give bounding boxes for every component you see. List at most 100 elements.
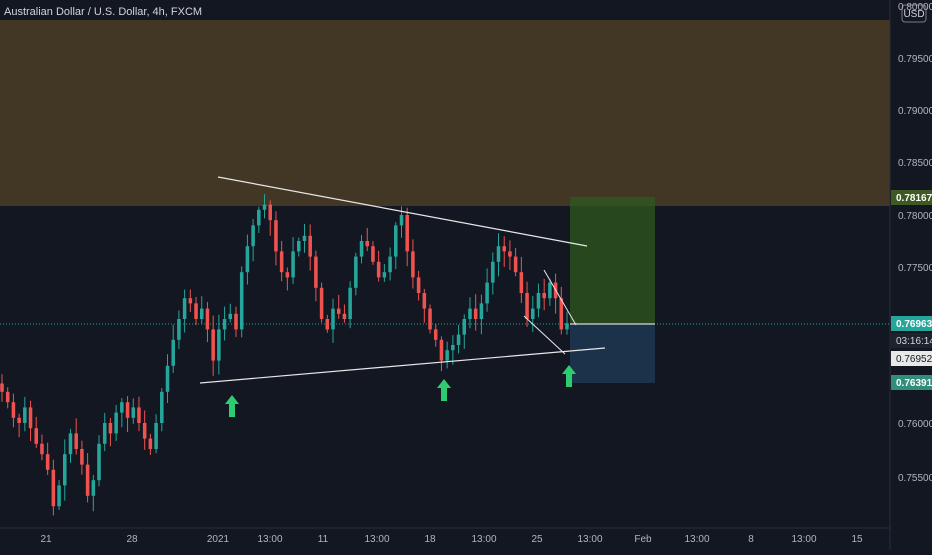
candle-down (502, 246, 506, 252)
candle-up (68, 433, 73, 455)
candle-down (473, 308, 478, 319)
candle-down (234, 313, 238, 330)
price-tick-label: 0.78000 (898, 211, 932, 222)
candle-down (559, 298, 564, 330)
candle-up (239, 272, 244, 330)
candle-down (5, 391, 10, 403)
candle-up (114, 412, 118, 434)
svg-text:USD: USD (903, 9, 924, 20)
price-axis[interactable]: 0.80000 0.79500 0.79000 0.78500 0.78000 … (898, 2, 932, 484)
candle-up (165, 365, 170, 392)
price-tick-label: 0.77500 (898, 263, 932, 274)
candle-down (45, 454, 50, 470)
candle-down (125, 402, 130, 418)
currency-badge[interactable]: USD (901, 4, 927, 23)
candle-up (348, 287, 352, 319)
candle-down (336, 308, 341, 314)
candle-up (296, 241, 301, 252)
candle-up (228, 313, 233, 319)
candle-down (416, 277, 421, 293)
candle-down (205, 308, 210, 330)
candle-down (314, 256, 318, 288)
candles-group (0, 194, 569, 516)
candle-down (85, 464, 90, 496)
svg-text:03:16:14: 03:16:14 (896, 336, 932, 347)
candle-down (148, 438, 153, 449)
candle-down (371, 246, 375, 262)
svg-text:0.76952: 0.76952 (896, 354, 932, 365)
candle-up (97, 443, 101, 481)
time-tick-label: 13:00 (471, 534, 496, 545)
candle-down (194, 303, 198, 319)
candle-up (388, 256, 392, 273)
candle-down (513, 256, 518, 273)
candle-up (120, 402, 124, 413)
candle-up (199, 308, 204, 319)
candle-up (485, 282, 489, 304)
candle-up (479, 303, 484, 319)
up-arrow-icon[interactable] (437, 379, 451, 401)
candle-down (422, 293, 427, 309)
candle-up (63, 454, 67, 486)
candle-up (530, 308, 535, 319)
time-axis[interactable]: 21 28 2021 13:00 11 13:00 18 13:00 25 13… (40, 534, 863, 545)
candle-up (91, 480, 96, 496)
time-tick-label: 25 (531, 534, 543, 545)
candle-down (439, 339, 444, 361)
candle-down (211, 329, 215, 361)
candle-down (34, 428, 39, 444)
stop-price-label[interactable]: 0.76391 (891, 375, 932, 390)
candle-up (251, 225, 255, 247)
wedge-lower-line[interactable] (523, 315, 566, 355)
loss-zone[interactable] (570, 324, 655, 383)
candle-up (536, 293, 541, 309)
candle-down (308, 235, 312, 257)
candle-up (496, 246, 501, 262)
candle-up (354, 256, 358, 288)
time-tick-label: 13:00 (577, 534, 602, 545)
candle-down (342, 313, 347, 319)
time-tick-label: 13:00 (364, 534, 389, 545)
candle-up (262, 204, 267, 210)
candle-up (102, 423, 107, 444)
candle-down (405, 215, 409, 252)
candle-down (11, 402, 16, 418)
target-price-label[interactable]: 0.78167 (891, 190, 932, 205)
upper-trendline[interactable] (217, 176, 588, 247)
time-tick-label: 13:00 (257, 534, 282, 545)
candle-down (80, 449, 84, 465)
up-arrow-icon[interactable] (562, 365, 576, 387)
candle-up (23, 407, 27, 423)
price-tick-label: 0.78500 (898, 158, 932, 169)
candle-up (257, 209, 261, 226)
candle-down (0, 383, 4, 392)
candle-up (445, 350, 449, 361)
candle-up (160, 391, 164, 423)
candle-up (456, 334, 461, 345)
candle-down (74, 433, 78, 449)
candle-down (411, 251, 415, 278)
up-arrow-icon[interactable] (225, 395, 239, 417)
lower-trendline[interactable] (199, 347, 606, 384)
wedge-upper-line[interactable] (543, 269, 577, 326)
time-tick-label: 28 (126, 534, 138, 545)
candle-down (319, 287, 324, 319)
entry-price-label[interactable]: 0.76952 (891, 351, 932, 366)
profit-zone[interactable] (570, 197, 655, 324)
current-price-label[interactable]: 0.76963 (891, 316, 932, 331)
candle-down (433, 329, 438, 340)
candle-down (376, 261, 381, 278)
candle-up (548, 282, 552, 299)
candle-up (359, 241, 364, 257)
price-tick-label: 0.80000 (898, 2, 932, 13)
candle-down (508, 251, 512, 257)
resistance-zone[interactable] (0, 20, 890, 206)
candle-down (519, 272, 524, 293)
candle-down (28, 407, 33, 429)
time-tick-label: 11 (318, 534, 329, 545)
candle-up (491, 261, 495, 283)
candle-up (451, 345, 455, 351)
candle-down (17, 417, 21, 423)
